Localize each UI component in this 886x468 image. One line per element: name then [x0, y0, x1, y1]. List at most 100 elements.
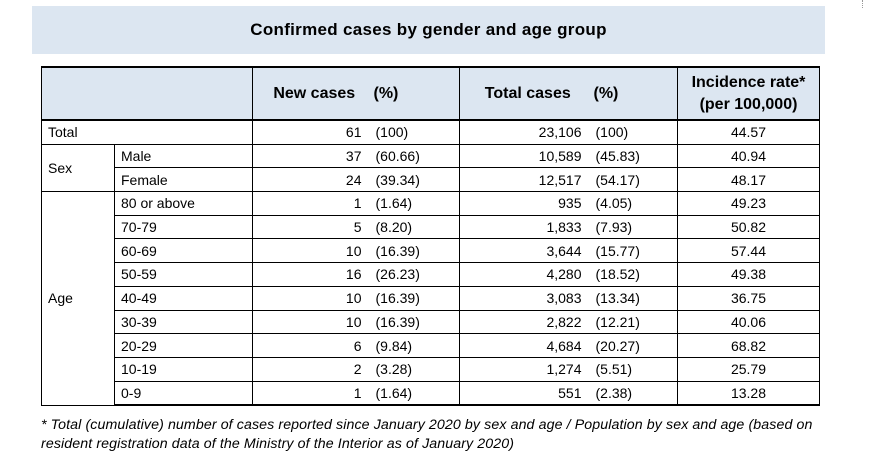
new-cases-pct: (9.84) [369, 333, 460, 358]
total-cases-value: 3,644 [459, 238, 590, 264]
group-label-age: Age [41, 191, 115, 406]
new-cases-pct: (8.20) [369, 214, 460, 240]
new-cases-value: 10 [252, 309, 370, 335]
row-label: 50-59 [114, 262, 253, 287]
total-cases-value: 10,589 [459, 143, 590, 169]
new-cases-pct: (3.28) [369, 356, 460, 382]
total-cases-value: 4,684 [459, 333, 590, 358]
row-label: 40-49 [114, 285, 253, 311]
new-cases-pct: (1.64) [369, 191, 460, 216]
total-cases-pct: (100) [589, 119, 678, 145]
new-cases-value: 24 [252, 167, 370, 193]
table-row: 30-39 10 (16.39) 2,822 (12.21) 40.06 [42, 309, 820, 335]
total-cases-value: 3,083 [459, 285, 590, 311]
table-title-text: Confirmed cases by gender and age group [250, 20, 607, 39]
table-row: 60-69 10 (16.39) 3,644 (15.77) 57.44 [42, 238, 820, 264]
new-cases-pct: (100) [369, 119, 460, 145]
header-total-pct: (%) [589, 66, 678, 121]
total-cases-pct: (54.17) [589, 167, 678, 193]
total-cases-value: 1,274 [459, 356, 590, 382]
row-label: 70-79 [114, 214, 253, 240]
header-new-cases: New cases [252, 66, 370, 121]
header-incidence-line2: (per 100,000) [699, 95, 798, 113]
incidence-rate-value: 49.38 [677, 262, 820, 287]
incidence-rate-value: 13.28 [677, 380, 820, 407]
new-cases-pct: (1.64) [369, 380, 460, 407]
page-corner-mark [862, 0, 873, 8]
total-cases-pct: (15.77) [589, 238, 678, 264]
new-cases-value: 6 [252, 333, 370, 358]
new-cases-value: 61 [252, 119, 370, 145]
new-cases-pct: (16.39) [369, 238, 460, 264]
row-label: 10-19 [114, 356, 253, 382]
row-label: 80 or above [114, 191, 253, 216]
total-cases-value: 935 [459, 191, 590, 216]
incidence-rate-value: 48.17 [677, 167, 820, 193]
group-label-sex: Sex [41, 143, 115, 193]
table-row: Age 80 or above 1 (1.64) 935 (4.05) 49.2… [41, 191, 820, 406]
new-cases-value: 37 [252, 143, 370, 169]
total-cases-value: 551 [459, 380, 590, 407]
incidence-rate-value: 50.82 [677, 214, 820, 240]
row-label: 30-39 [114, 309, 253, 335]
table-row: 10-19 2 (3.28) 1,274 (5.51) 25.79 [42, 356, 820, 382]
total-cases-pct: (2.38) [589, 380, 678, 407]
incidence-rate-value: 68.82 [677, 333, 820, 358]
row-label: 0-9 [114, 380, 253, 407]
row-label: Female [114, 167, 253, 193]
incidence-rate-value: 49.23 [677, 191, 820, 216]
new-cases-pct: (60.66) [369, 143, 460, 169]
new-cases-value: 10 [252, 238, 370, 264]
total-cases-pct: (45.83) [589, 143, 678, 169]
new-cases-value: 10 [252, 285, 370, 311]
row-label: 20-29 [114, 333, 253, 358]
incidence-rate-value: 40.06 [677, 309, 820, 335]
table-row: 50-59 16 (26.23) 4,280 (18.52) 49.38 [42, 262, 820, 287]
new-cases-pct: (16.39) [369, 309, 460, 335]
total-cases-pct: (12.21) [589, 309, 678, 335]
new-cases-pct: (26.23) [369, 262, 460, 287]
header-new-pct: (%) [369, 66, 460, 121]
header-incidence-rate: Incidence rate* (per 100,000) [677, 66, 820, 121]
new-cases-value: 1 [252, 191, 370, 216]
header-total-cases: Total cases [459, 66, 590, 121]
incidence-rate-value: 40.94 [677, 143, 820, 169]
table-row: Female 24 (39.34) 12,517 (54.17) 48.17 [42, 167, 820, 193]
total-cases-pct: (4.05) [589, 191, 678, 216]
total-cases-value: 2,822 [459, 309, 590, 335]
table-row: 70-79 5 (8.20) 1,833 (7.93) 50.82 [42, 214, 820, 240]
table-row: 0-9 1 (1.64) 551 (2.38) 13.28 [42, 380, 820, 407]
new-cases-value: 1 [252, 380, 370, 407]
total-cases-pct: (13.34) [589, 285, 678, 311]
row-label: Total [41, 119, 253, 145]
incidence-rate-value: 36.75 [677, 285, 820, 311]
cases-table: New cases (%) Total cases (%) Incidence … [41, 66, 820, 407]
incidence-rate-value: 44.57 [677, 119, 820, 145]
new-cases-value: 5 [252, 214, 370, 240]
table-row: Sex Male 37 (60.66) 10,589 (45.83) 40.94 [41, 143, 820, 193]
total-cases-value: 23,106 [459, 119, 590, 145]
table-row-total: Total 61 (100) 23,106 (100) 44.57 [41, 119, 820, 145]
incidence-rate-value: 25.79 [677, 356, 820, 382]
total-cases-pct: (7.93) [589, 214, 678, 240]
footnote: * Total (cumulative) number of cases rep… [41, 417, 813, 452]
total-cases-value: 12,517 [459, 167, 590, 193]
total-cases-pct: (20.27) [589, 333, 678, 358]
total-cases-pct: (5.51) [589, 356, 678, 382]
total-cases-pct: (18.52) [589, 262, 678, 287]
row-label: 60-69 [114, 238, 253, 264]
header-empty-cell [41, 66, 253, 121]
header-incidence-line1: Incidence rate* [691, 73, 806, 91]
new-cases-pct: (39.34) [369, 167, 460, 193]
total-cases-value: 4,280 [459, 262, 590, 287]
row-label: Male [114, 143, 253, 169]
new-cases-value: 16 [252, 262, 370, 287]
header-row: New cases (%) Total cases (%) Incidence … [41, 66, 820, 121]
incidence-rate-value: 57.44 [677, 238, 820, 264]
table-row: 40-49 10 (16.39) 3,083 (13.34) 36.75 [42, 285, 820, 311]
new-cases-pct: (16.39) [369, 285, 460, 311]
table-row: 20-29 6 (9.84) 4,684 (20.27) 68.82 [42, 333, 820, 358]
total-cases-value: 1,833 [459, 214, 590, 240]
table-title: Confirmed cases by gender and age group [32, 6, 825, 54]
